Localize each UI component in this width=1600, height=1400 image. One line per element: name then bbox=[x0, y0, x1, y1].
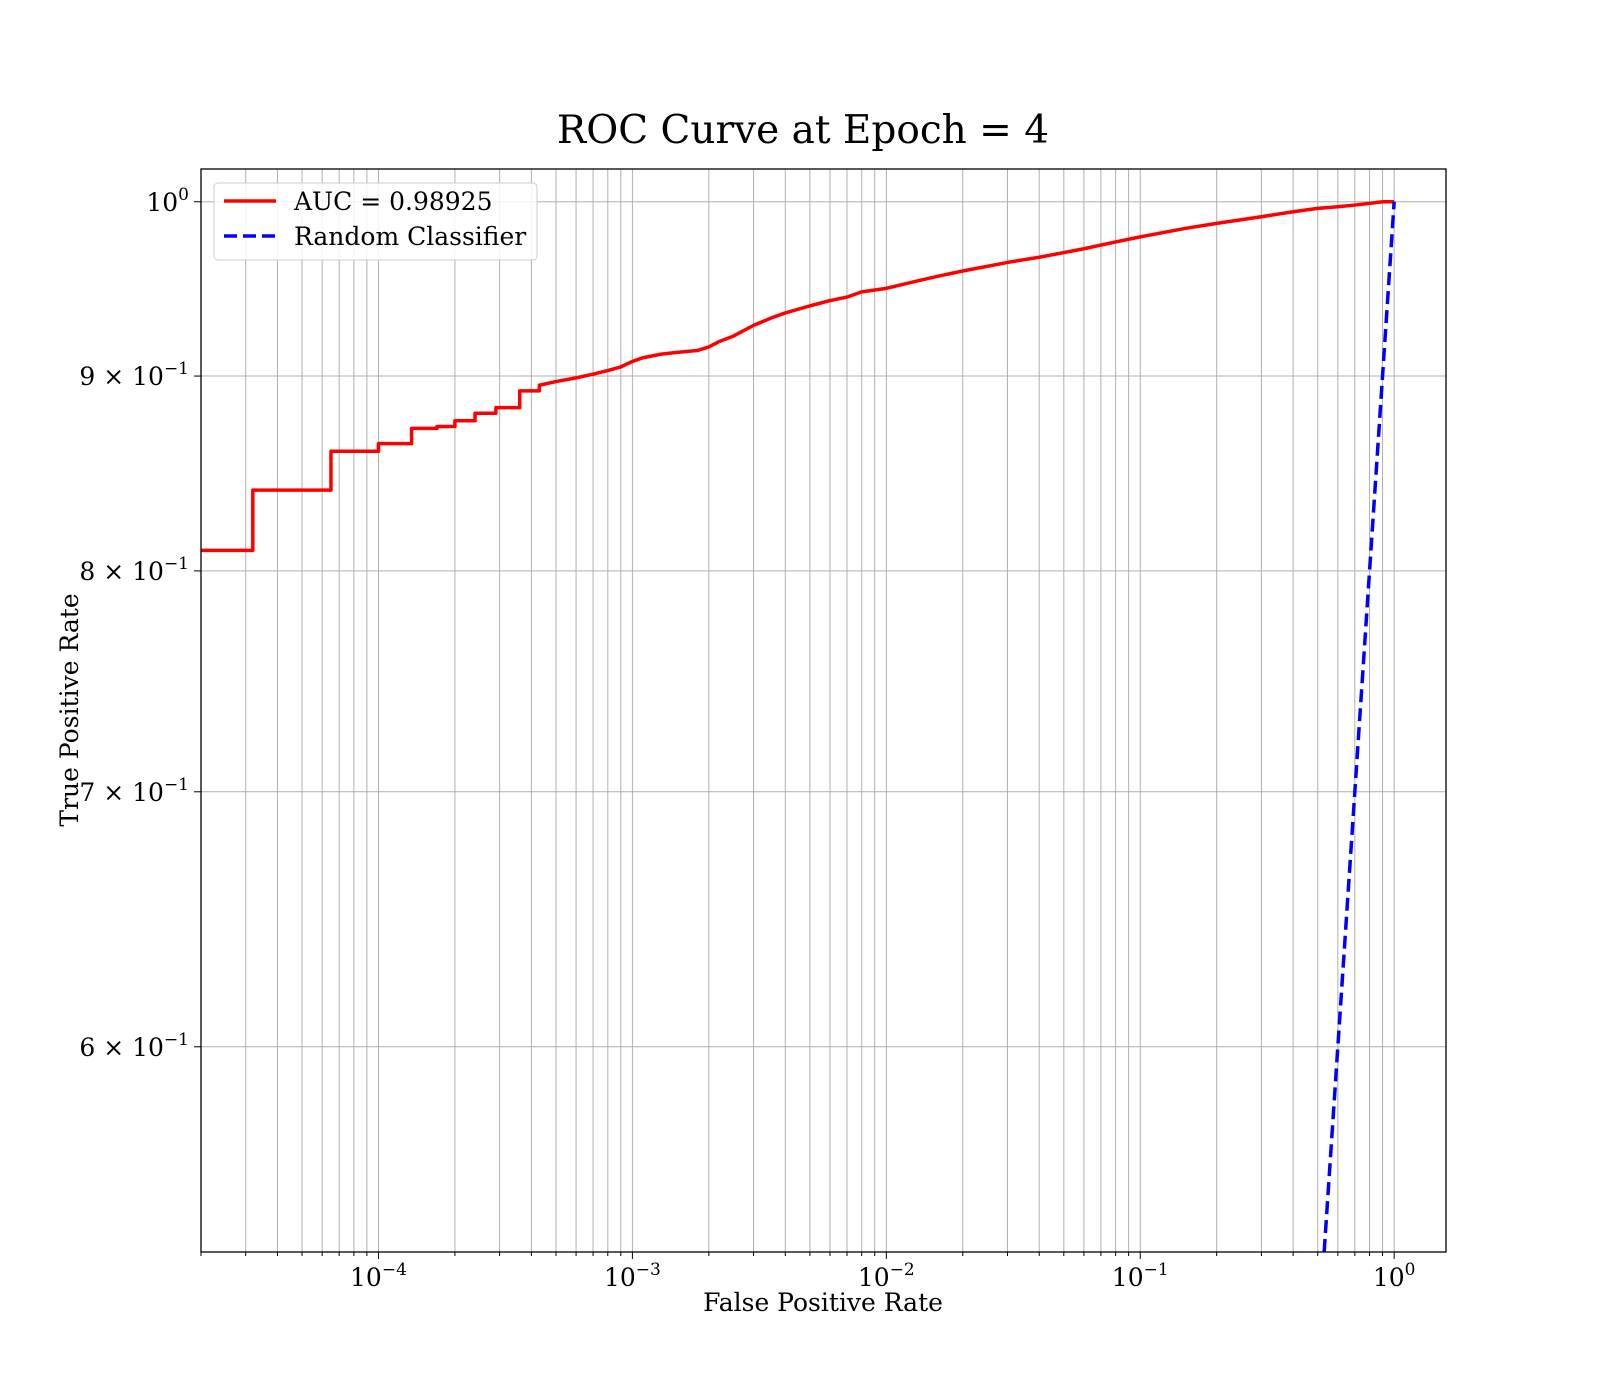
legend-box bbox=[213, 182, 538, 261]
y-tick-label: 8 × 10−1 bbox=[79, 554, 189, 586]
chart-title: ROC Curve at Epoch = 4 bbox=[557, 108, 1049, 153]
y-tick-label: 9 × 10−1 bbox=[79, 359, 189, 391]
legend-label-auc: AUC = 0.98925 bbox=[293, 187, 492, 216]
grid-lines bbox=[200, 169, 1446, 1252]
legend-label-random: Random Classifier bbox=[294, 222, 526, 251]
series-layer bbox=[201, 200, 1396, 1252]
plot-frame bbox=[200, 168, 1447, 1253]
random-classifier-line bbox=[1322, 201, 1396, 1252]
y-axis-label: True Positive Rate bbox=[55, 593, 84, 826]
legend: AUC = 0.98925 Random Classifier bbox=[213, 182, 538, 261]
tick-marks bbox=[194, 201, 1395, 1259]
roc-curve-line bbox=[201, 200, 1395, 553]
x-axis-label: False Positive Rate bbox=[703, 1288, 943, 1317]
